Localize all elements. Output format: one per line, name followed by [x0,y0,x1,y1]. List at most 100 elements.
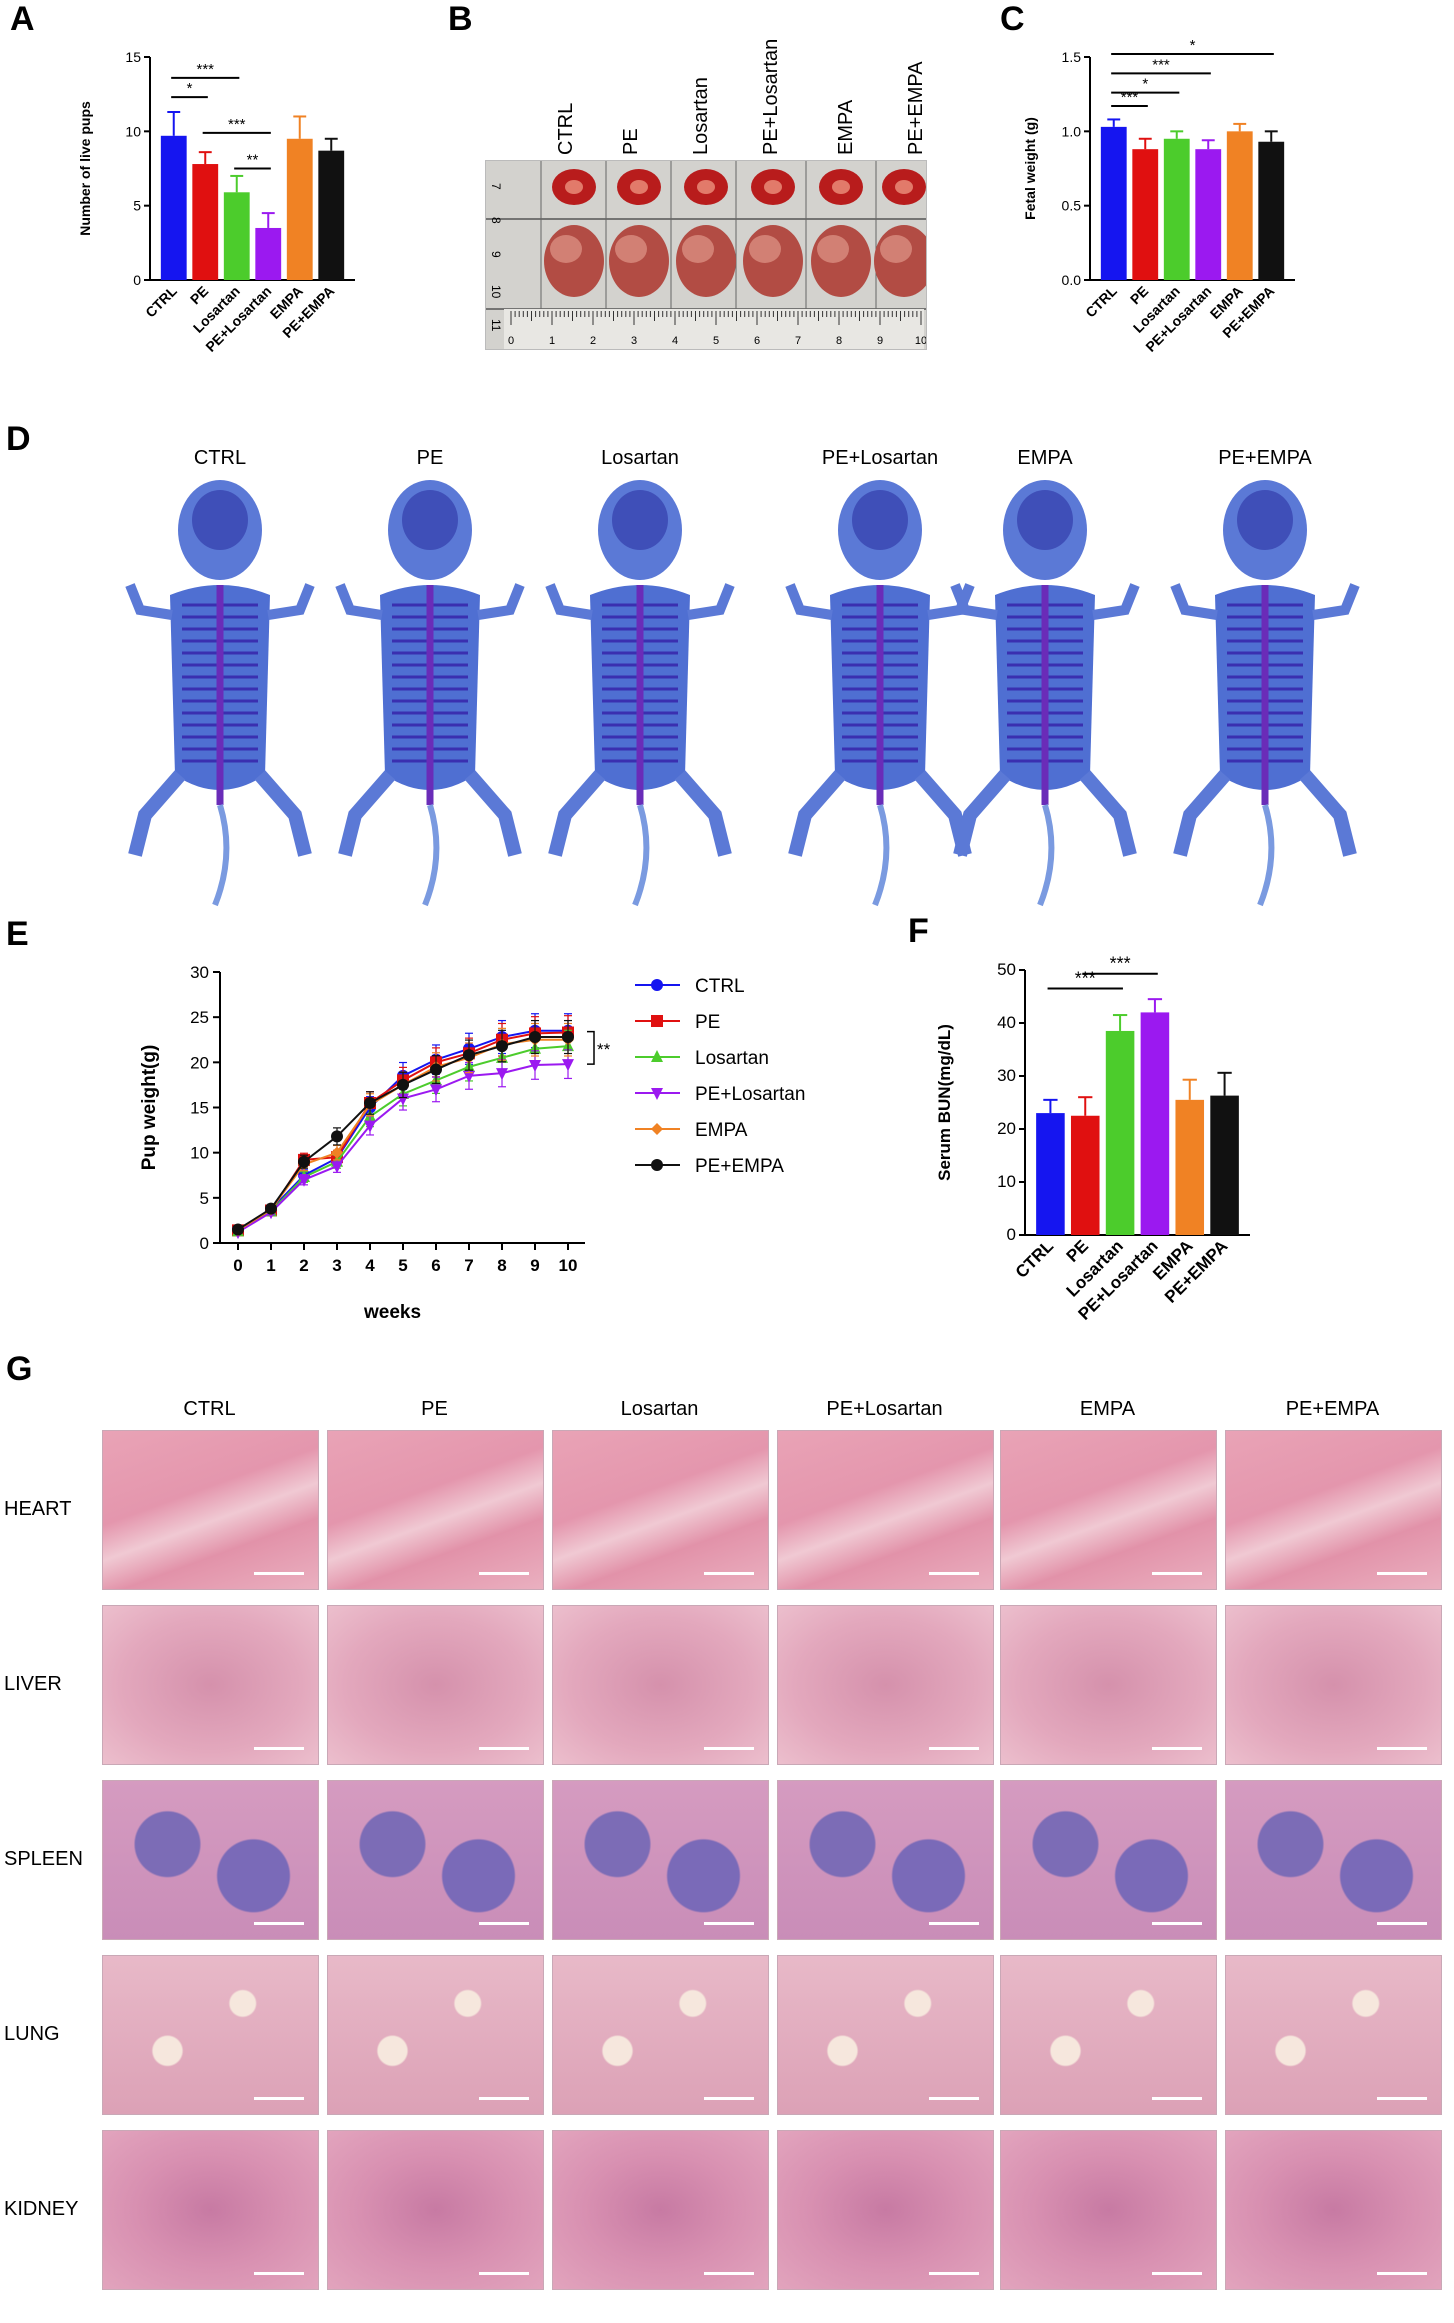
left-arm [950,583,998,620]
scale-bar [704,1922,754,1925]
histology-kidney-pe-empa [1225,2130,1442,2290]
histology-column-empa: EMPA [1079,1398,1136,1420]
ruler-label: 5 [713,335,719,347]
histology-liver-pe [327,1605,544,1765]
scale-bar [479,2272,529,2275]
histology-row-heart: HEART [4,1498,72,1520]
ruler-label: 9 [489,251,503,258]
histology-lung-losartan [552,1955,769,2115]
scale-bar [254,1922,304,1925]
scale-bar [929,1747,979,1750]
bar-empa [1175,1099,1205,1235]
histology-spleen-pe-empa [1225,1780,1442,1940]
scale-bar [929,2272,979,2275]
histology-spleen-losartan [552,1780,769,1940]
scale-bar [704,1572,754,1575]
y-tick-label: 5 [200,1189,209,1208]
ruler-label: 9 [877,335,883,347]
scale-bar [1377,1572,1427,1575]
series-line-ctrl [237,1029,568,1232]
significance-label: * [187,80,193,97]
legend-label-pe-losartan: PE+Losartan [695,1084,805,1105]
scale-bar [254,2272,304,2275]
ruler-label: 6 [754,335,760,347]
data-point [331,1130,343,1143]
skeleton-images [125,480,1360,907]
significance-label: *** [196,61,214,78]
right-arm [477,583,525,620]
tail [872,804,890,907]
data-point [430,1063,442,1076]
y-axis-label: Number of live pups [77,101,93,236]
bar-empa [1226,131,1253,280]
scale-bar [1377,2097,1427,2100]
tail [422,804,440,907]
left-arm [1170,583,1218,620]
data-point [651,1123,663,1135]
scale-bar [929,1572,979,1575]
right-leg [254,770,312,857]
y-tick-label: 30 [190,963,209,982]
y-tick-label: 0 [1007,1225,1016,1244]
x-tick-label: 6 [431,1256,440,1275]
skeleton-header-losartan: Losartan [601,447,679,469]
y-tick-label: 30 [997,1066,1016,1085]
bar-pe [1070,1115,1100,1235]
y-tick-label: 20 [190,1053,209,1072]
scale-bar [254,2097,304,2100]
photo-b-drawing: 7 8 9 10 11 0 1 2 3 4 5 6 7 8 9 10 [486,161,934,349]
histology-spleen-pe-losartan [777,1780,994,1940]
skeleton-pe [335,480,525,907]
left-leg [953,770,1011,857]
histology-spleen-empa [1000,1780,1217,1940]
photo-b-header-losartan: Losartan [690,77,712,155]
data-point [651,1015,663,1027]
histology-column-pe-empa: PE+EMPA [1285,1398,1380,1420]
fetus-head [817,235,849,263]
ruler-label: 8 [836,335,842,347]
bar-ctrl [1100,126,1127,280]
histology-heart-losartan [552,1430,769,1590]
y-axis-label: Fetal weight (g) [1022,117,1038,220]
histology-heart-empa [1000,1430,1217,1590]
x-tick-label: 8 [497,1256,506,1275]
histology-lung-pe [327,1955,544,2115]
skeleton-empa [950,480,1140,907]
y-tick-label: 15 [125,49,141,65]
bar-pe-empa [318,150,345,280]
y-tick-label: 50 [997,960,1016,979]
y-tick-label: 5 [133,198,141,214]
data-point [529,1031,541,1044]
skeleton-header-empa: EMPA [1017,447,1073,469]
photo-b-header-empa: EMPA [835,99,857,155]
x-tick-label: 7 [464,1256,473,1275]
panel-letter-e: E [6,915,29,953]
bar-pe-losartan [1140,1012,1170,1235]
histology-spleen-pe [327,1780,544,1940]
histology-column-pe-losartan: PE+Losartan [826,1398,943,1420]
scale-bar [479,1747,529,1750]
photo-b-header-ctrl: CTRL [555,102,577,155]
y-tick-label: 0.5 [1062,198,1082,214]
x-tick-label-pe: PE [187,283,212,308]
skull-inner [1237,490,1293,550]
histology-row-spleen: SPLEEN [4,1848,83,1870]
histology-row-liver: LIVER [4,1673,62,1695]
histology-kidney-empa [1000,2130,1217,2290]
x-tick-label: 1 [266,1256,275,1275]
data-point [232,1223,244,1236]
x-tick-label: 4 [365,1256,375,1275]
scale-bar [1377,2272,1427,2275]
histology-liver-pe-empa [1225,1605,1442,1765]
significance-label: ** [597,1040,611,1059]
bar-losartan [223,192,250,280]
y-axis-label: Serum BUN(mg/dL) [935,1024,954,1181]
data-point [298,1174,310,1187]
skull-inner [192,490,248,550]
histology-liver-empa [1000,1605,1217,1765]
tail [1037,804,1055,907]
legend-label-losartan: Losartan [695,1048,769,1069]
significance-label: * [1142,76,1148,93]
ruler-label: 0 [508,335,514,347]
